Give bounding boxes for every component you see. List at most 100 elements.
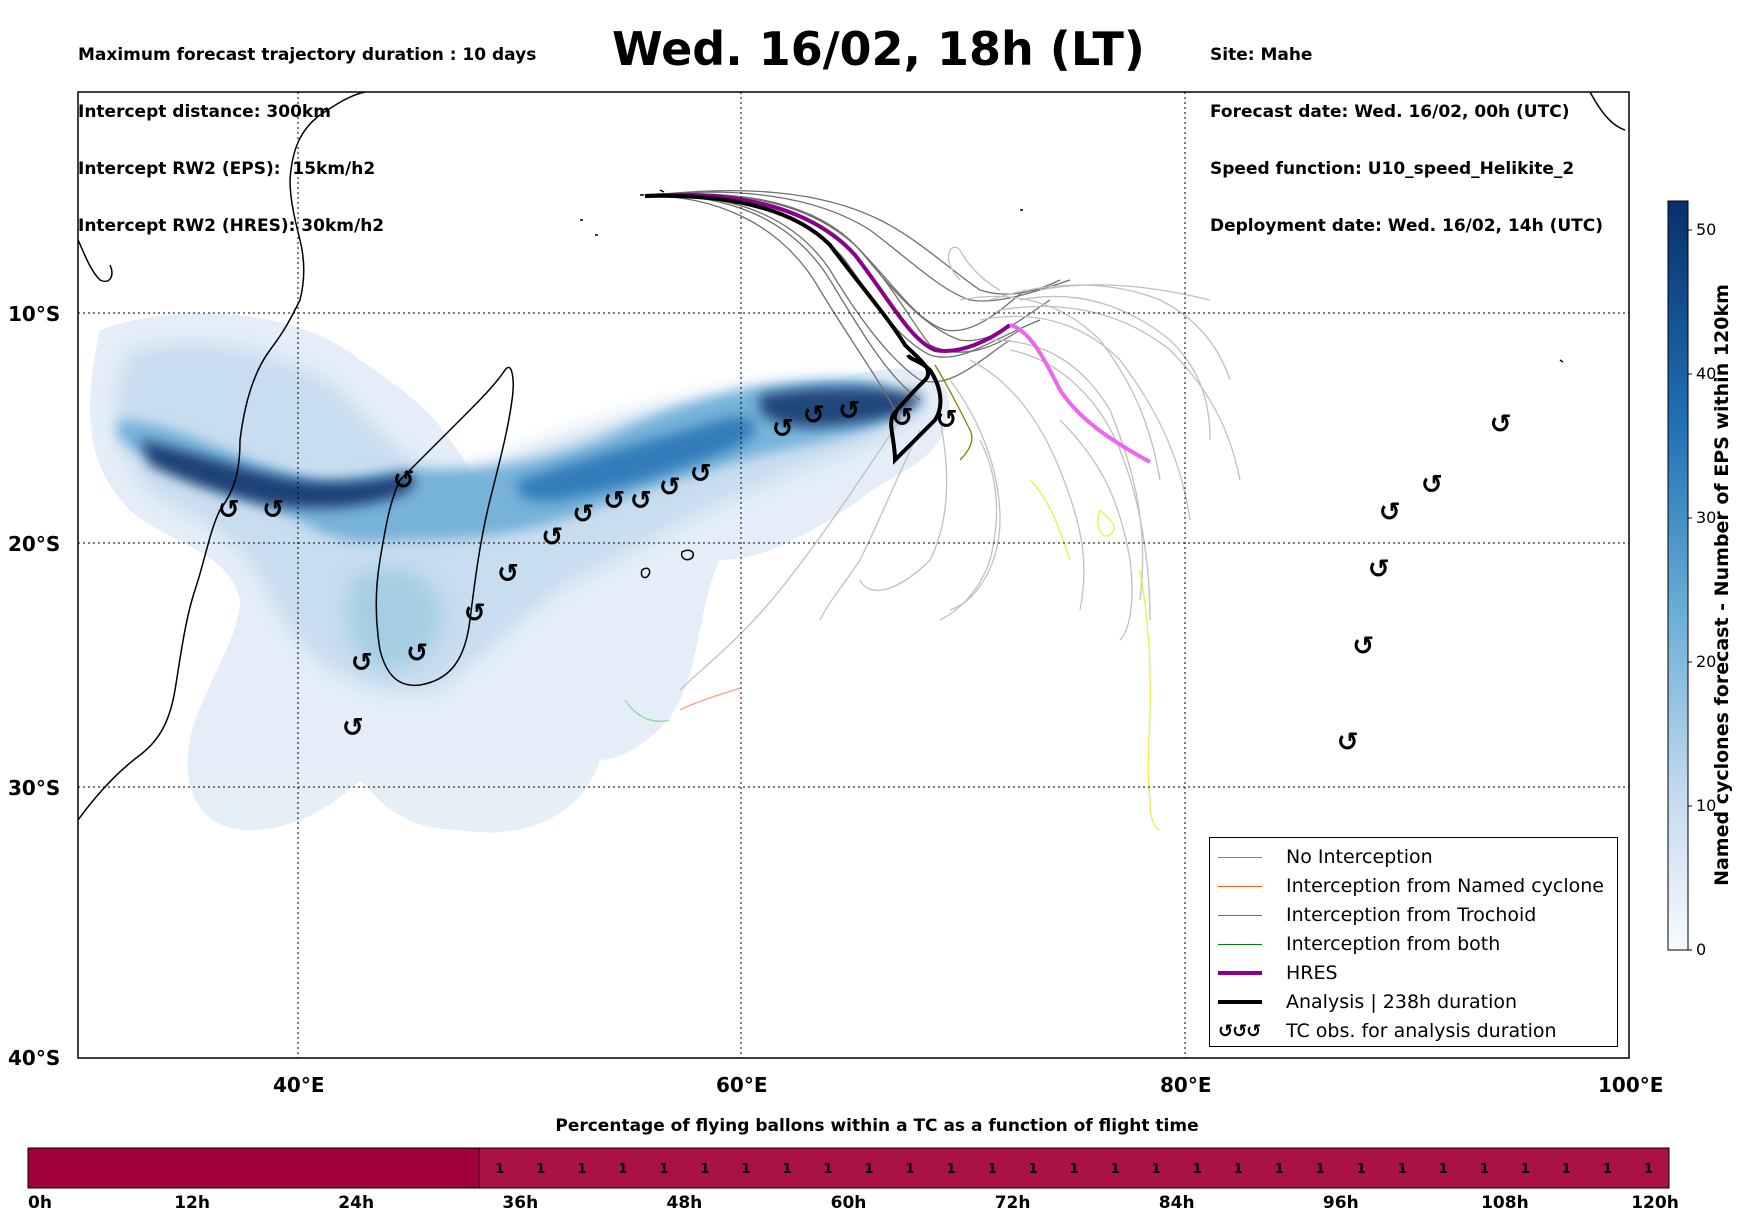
interception-trochoid-tracks [934,364,973,461]
legend-label: Interception from Named cyclone [1286,875,1604,897]
tc-obs-marker: ↺ [393,466,415,496]
legend-item-hres: HRES [1218,960,1338,986]
timeline-bar-filled [478,1147,1670,1189]
legend-item-tc-obs: ↺↺↺ TC obs. for analysis duration [1218,1018,1557,1044]
timeline-label: 0h [28,1193,52,1213]
timeline-cell-value: 1 [1521,1162,1530,1177]
map-frame [77,91,1630,1059]
legend-label: Analysis | 238h duration [1286,991,1518,1013]
timeline-cell-value: 1 [947,1162,956,1177]
lon-label-80e: 80°E [1160,1073,1212,1097]
tc-obs-marker: ↺ [891,403,913,433]
coastlines [78,92,1626,821]
legend-swatch [1218,971,1262,975]
timeline-cell-value: 1 [906,1162,915,1177]
yellow-tracks [1029,479,1161,831]
australia-edge [1589,92,1626,131]
cyclone-density-field [90,313,950,833]
map-gridlines [78,92,1629,1058]
tc-obs-marker: ↺ [690,459,712,489]
timeline-cell-value: 1 [1193,1162,1202,1177]
colorbar-tick-label: 10 [1696,796,1717,815]
timeline-cell-value: 1 [1603,1162,1612,1177]
timeline-cell-value: 1 [618,1162,627,1177]
legend-swatch [1218,914,1262,916]
lon-label-40e: 40°E [273,1073,325,1097]
tc-obs-marker: ↺ [1352,632,1374,662]
legend-item-no-interception: No Interception [1218,844,1433,870]
timeline-cell-value: 1 [1070,1162,1079,1177]
header-left-info: Maximum forecast trajectory duration : 1… [78,8,536,255]
timeline-label: 120h [1631,1193,1679,1213]
colorbar-tick-label: 50 [1696,220,1717,239]
lat-label-10s: 10°S [8,302,61,326]
tc-obs-marker: ↺ [936,405,958,435]
lat-label-30s: 30°S [8,776,61,800]
timeline-cell-value: 1 [823,1162,832,1177]
timeline-label: 108h [1481,1193,1529,1213]
timeline-cell-value: 1 [700,1162,709,1177]
timeline-cell-value: 1 [1234,1162,1243,1177]
legend-item-named-cyclone: Interception from Named cyclone [1218,873,1604,899]
timeline-cell-value: 1 [988,1162,997,1177]
header-right-line: Speed function: U10_speed_Helikite_2 [1210,159,1575,179]
legend-label: No Interception [1286,846,1433,868]
reunion [680,549,694,561]
timeline-cell-value: 1 [659,1162,668,1177]
legend-label: Interception from Trochoid [1286,904,1537,926]
page-title: Wed. 16/02, 18h (LT) [612,22,1145,76]
tc-obs-marker: ↺ [464,599,486,629]
colorbar-tick-label: 20 [1696,652,1717,671]
timeline-cell-value: 1 [864,1162,873,1177]
header-left-line: Intercept RW2 (HRES): 30km/h2 [78,216,385,236]
africa-coastline [78,92,366,821]
legend-item-analysis: Analysis | 238h duration [1218,989,1517,1015]
header-left-line: Intercept RW2 (EPS): 15km/h2 [78,159,376,179]
legend-swatch [1218,943,1262,945]
tc-obs-marker: ↺ [1379,497,1401,527]
tc-obs-marker: ↺ [1421,470,1443,500]
timeline-label: 36h [502,1193,539,1213]
timeline-cell-value: 1 [1275,1162,1284,1177]
tc-obs-marker: ↺ [1337,728,1359,758]
tc-obs-marker: ↺ [838,396,860,426]
legend-label: Interception from both [1286,933,1501,955]
tc-obs-marker: ↺ [406,639,428,669]
madagascar-coastline [375,366,514,686]
timeline-cell-value: 1 [1152,1162,1161,1177]
tc-obs-marker: ↺ [603,486,625,516]
timeline-label: 72h [994,1193,1031,1213]
tc-obs-marker: ↺ [351,648,373,678]
timeline-cell-value: 1 [536,1162,545,1177]
lon-label-60e: 60°E [716,1073,768,1097]
tc-obs-marker: ↺ [1368,555,1390,585]
timeline-cell-value: 1 [1644,1162,1653,1177]
legend-swatch [1218,885,1262,887]
header-right-line: Forecast date: Wed. 16/02, 00h (UTC) [1210,102,1570,122]
timeline-label: 84h [1158,1193,1195,1213]
mauritius [640,567,651,579]
legend-item-both: Interception from both [1218,931,1500,957]
timeline-cell-value: 1 [1029,1162,1038,1177]
colorbar [1667,200,1689,951]
colorbar-tick-label: 30 [1696,508,1717,527]
tc-obs-marker: ↺ [572,500,594,530]
tc-obs-marker: ↺ [262,495,284,525]
tc-obs-marker: ↺ [497,559,519,589]
timeline-label: 60h [830,1193,867,1213]
timeline-cell-value: 1 [782,1162,791,1177]
tc-obs-marker: ↺ [541,522,563,552]
tc-obs-marker: ↺ [803,401,825,431]
lat-label-20s: 20°S [8,532,61,556]
seychelles-dots [580,189,1564,363]
colorbar-tick-label: 0 [1696,940,1707,959]
header-left-line: Maximum forecast trajectory duration : 1… [78,45,537,65]
colorbar-tick-label: 40 [1696,364,1717,383]
timeline-cell-value: 1 [495,1162,504,1177]
tc-obs-marker: ↺ [1490,410,1512,440]
timeline-cell-value: 1 [1480,1162,1489,1177]
interception-named-cyclone-tracks [679,687,741,711]
hres-track [644,192,1151,464]
tc-observations: ↺ ↺↺↺↺↺ ↺ ↺ ↺ ↺↺ ↺ ↺ ↺ ↺↺↺↺↺↺↺↺↺↺↺ [218,396,1512,757]
